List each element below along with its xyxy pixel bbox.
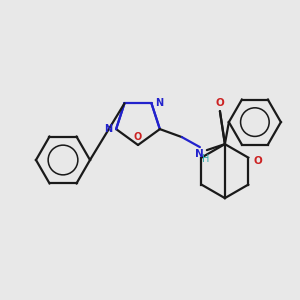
Text: N: N <box>155 98 164 108</box>
Text: O: O <box>134 132 142 142</box>
Text: N: N <box>104 124 112 134</box>
Text: O: O <box>215 98 224 108</box>
Text: N: N <box>196 149 204 159</box>
Text: H: H <box>202 154 210 164</box>
Text: O: O <box>253 156 262 166</box>
